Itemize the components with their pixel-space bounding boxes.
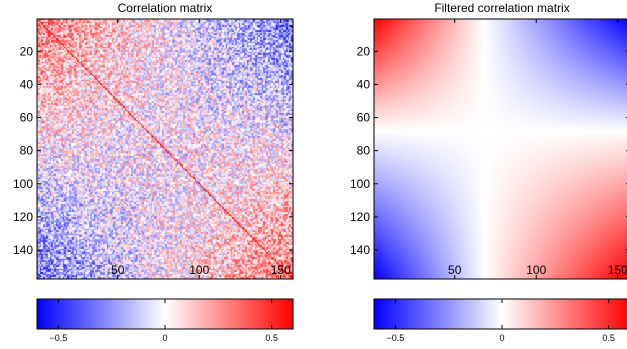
y-tick-label: 100 [350, 177, 370, 191]
x-tick-label: 150 [608, 263, 627, 277]
colorbar-tick-label: −0.5 [49, 333, 67, 343]
y-tick-label: 20 [20, 44, 34, 58]
colorbar-tick-label: 0 [162, 333, 167, 343]
x-tick-label: 100 [189, 263, 209, 277]
chart-title: Filtered correlation matrix [434, 1, 569, 15]
colorbar-tick-label: 0.5 [602, 333, 615, 343]
y-tick-label: 20 [357, 44, 371, 58]
colorbar-ticks: −0.5 0 0.5 [49, 299, 278, 343]
x-tick-label: 50 [448, 263, 462, 277]
x-tick-label: 100 [526, 263, 546, 277]
colorbar-tick-label: −0.5 [386, 333, 404, 343]
y-tick-label: 60 [20, 111, 34, 125]
panel-filtered-correlation-matrix: Filtered correlation matrix 50 100 150 20 40… [350, 1, 627, 343]
colorbar [373, 298, 627, 330]
panel-correlation-matrix: Correlation matrix 50 100 150 20 40 60 80 100 12… [13, 1, 294, 343]
plot-frame [373, 18, 627, 280]
colorbar-tick-label: 0 [499, 333, 504, 343]
colorbar-tick-label: 0.5 [265, 333, 278, 343]
plot-frame [36, 18, 294, 280]
chart-title: Correlation matrix [118, 1, 213, 15]
heatmap-cells [37, 19, 293, 279]
x-tick-label: 150 [271, 263, 291, 277]
y-tick-label: 60 [357, 111, 371, 125]
colorbar-ticks: −0.5 0 0.5 [386, 299, 615, 343]
y-tick-label: 80 [357, 144, 371, 158]
y-tick-label: 100 [13, 177, 33, 191]
heatmap-cells [374, 19, 627, 279]
y-tick-label: 40 [20, 77, 34, 91]
axis-ticks: 50 100 150 20 40 60 80 100 120 140 [13, 19, 293, 279]
y-tick-label: 80 [20, 144, 34, 158]
axis-ticks: 50 100 150 20 40 60 80 100 120 140 [350, 19, 627, 279]
y-tick-label: 120 [13, 210, 33, 224]
y-tick-label: 40 [357, 77, 371, 91]
y-tick-label: 140 [13, 243, 33, 257]
colorbar [36, 298, 294, 330]
y-tick-label: 140 [350, 243, 370, 257]
x-tick-label: 50 [111, 263, 125, 277]
y-tick-label: 120 [350, 210, 370, 224]
